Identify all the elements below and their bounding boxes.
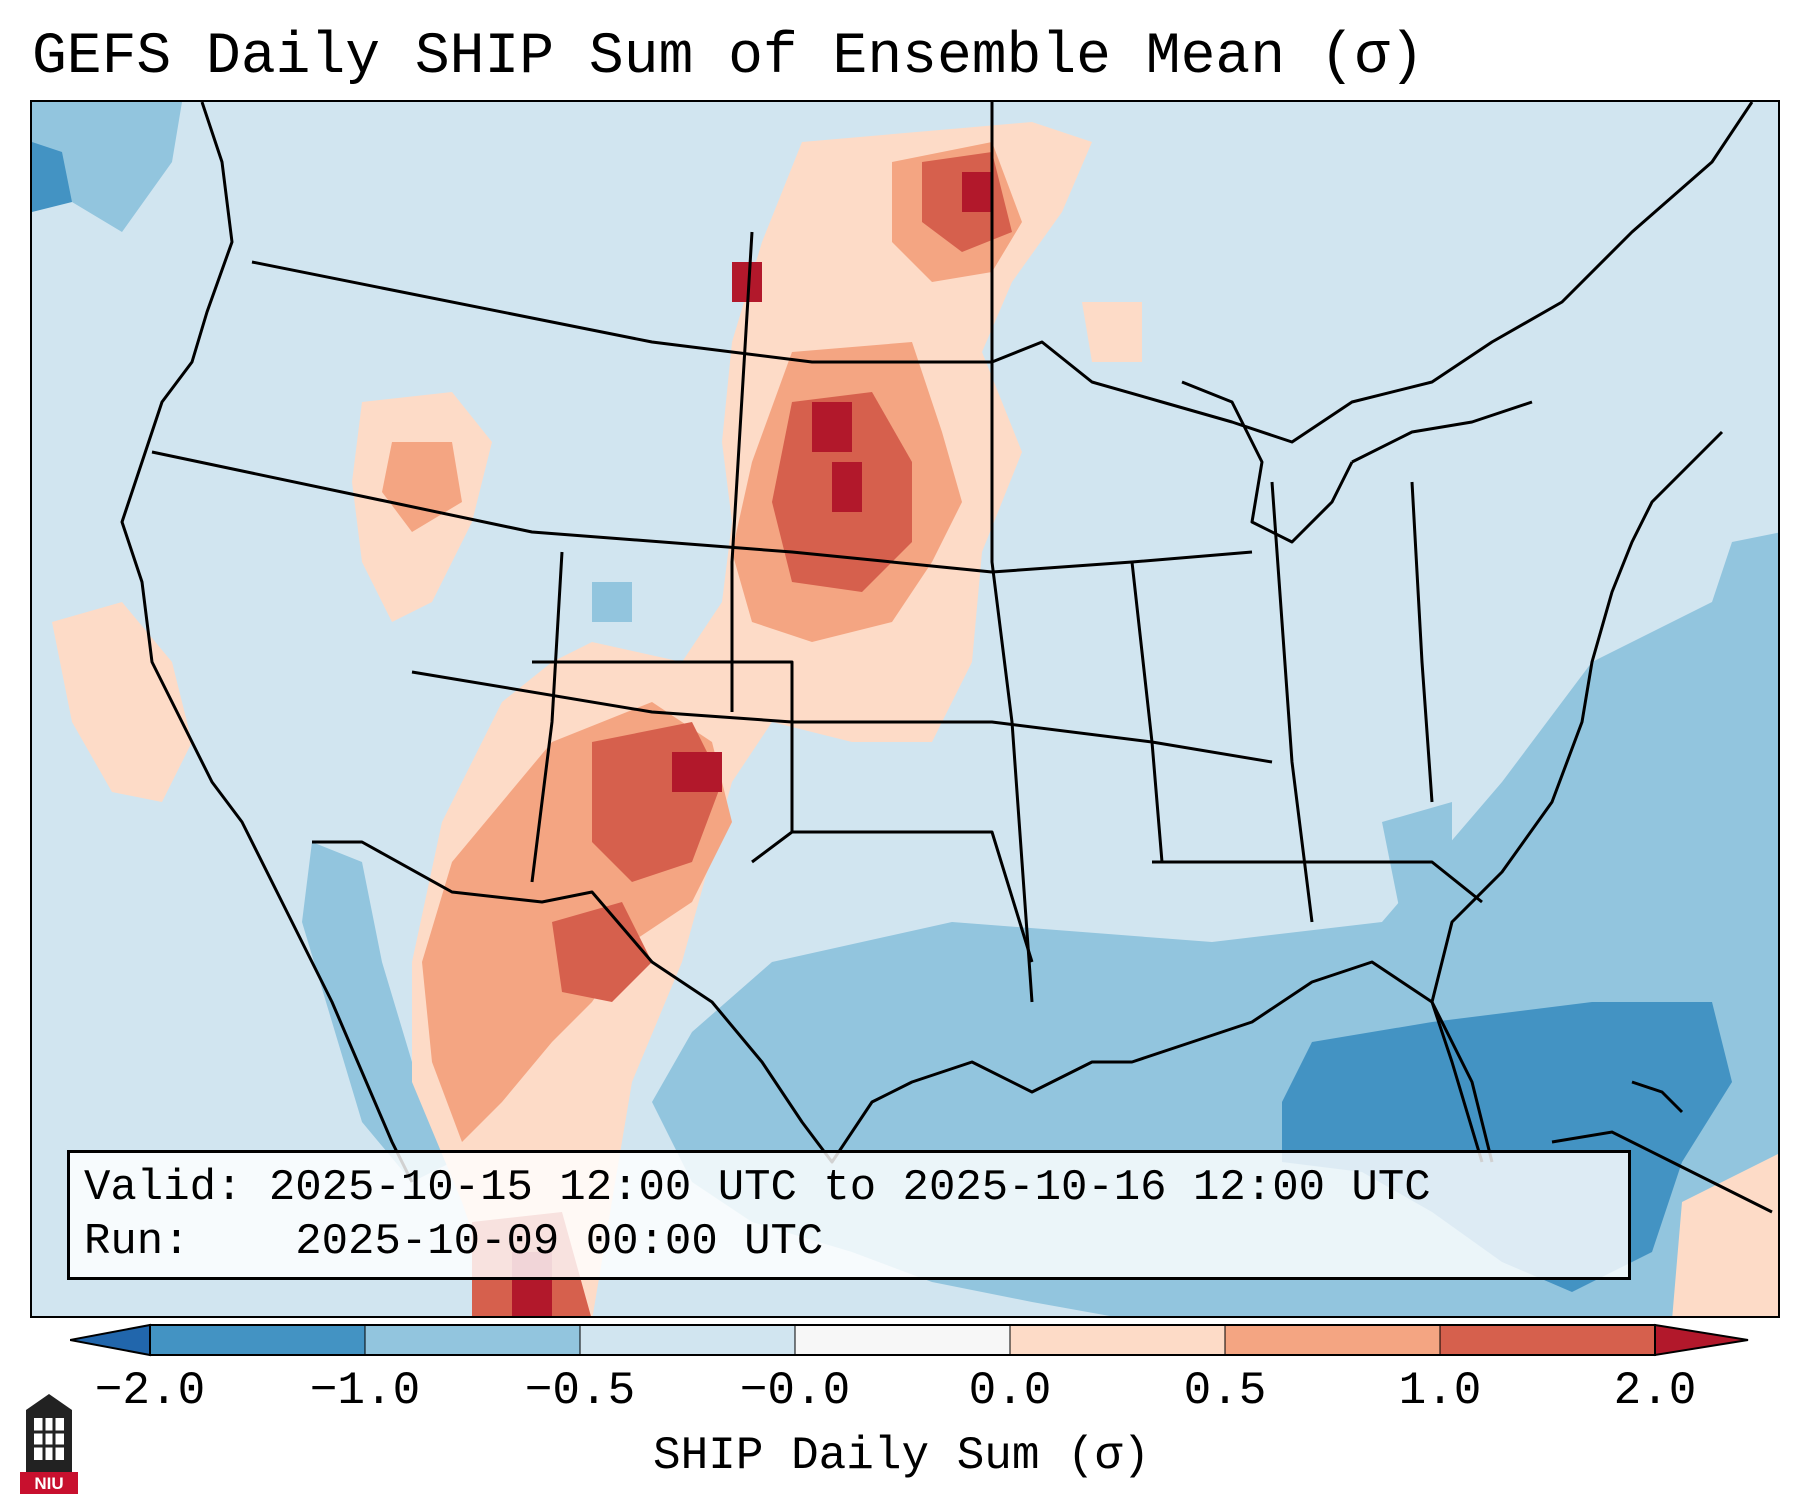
boundary-lines: [120, 102, 1754, 1183]
colorbar-segment: [364, 1324, 581, 1356]
great-lakes-shore: [1181, 380, 1354, 544]
lake-ontario-shore: [1351, 400, 1533, 464]
pacific-coastline: [120, 102, 414, 1183]
colorbar-segment: [1224, 1324, 1441, 1356]
cuba-outline: [1551, 1130, 1773, 1214]
colorbar: [70, 1323, 1749, 1357]
colorbar-tick-label: 1.0: [1398, 1365, 1482, 1417]
colorbar-tick-label: −1.0: [309, 1365, 421, 1417]
state-line-ohio: [1270, 481, 1314, 923]
state-line-oklahoma: [792, 830, 1034, 963]
colorbar-segment: [1009, 1324, 1226, 1356]
state-line-mid: [411, 670, 1273, 764]
map-panel: [30, 100, 1780, 1318]
university-tower-icon: NIU: [20, 1394, 78, 1494]
colorbar-tick-label: −2.0: [94, 1365, 206, 1417]
colorbar-tick-label: −0.5: [524, 1365, 636, 1417]
atlantic-coastline: [1430, 430, 1724, 1163]
canada-border: [251, 102, 1754, 444]
gulf-border-coast: [312, 840, 1494, 1164]
colorbar-segment: [794, 1324, 1011, 1356]
run-label: Run:: [84, 1217, 190, 1267]
colorbar-tick-label: −0.0: [739, 1365, 851, 1417]
valid-row: Valid: 2025-10-15 12:00 UTC to 2025-10-1…: [84, 1161, 1614, 1215]
pos-max-3: [832, 462, 862, 512]
state-line-north: [151, 450, 1253, 574]
pos-max-2: [812, 402, 852, 452]
state-line-colorado: [532, 660, 794, 864]
valid-label: Valid:: [84, 1163, 243, 1213]
colorbar-segment: [149, 1324, 366, 1356]
strong-neg-corner: [32, 142, 72, 212]
run-value: 2025-10-09 00:00 UTC: [295, 1217, 824, 1267]
state-line-minnesota: [990, 102, 1034, 1003]
pos-light-california: [52, 602, 192, 802]
pos-mid-idaho: [382, 442, 462, 532]
pos-light-caribbean: [1672, 1154, 1778, 1316]
ship-field-map: [32, 102, 1778, 1316]
colorbar-extend-low: [70, 1323, 151, 1357]
colorbar-segment: [1439, 1324, 1656, 1356]
state-line-utah-az: [530, 551, 564, 883]
pos-max-5: [732, 262, 762, 302]
state-line-appalachian: [1410, 481, 1434, 803]
pos-strong-texas-west: [552, 902, 652, 1002]
state-line-missouri: [1130, 561, 1164, 863]
colorbar-tick-label: 0.5: [1183, 1365, 1267, 1417]
map-title: GEFS Daily SHIP Sum of Ensemble Mean (σ): [32, 25, 1425, 90]
pos-max-4: [672, 752, 722, 792]
neg-region-baja: [302, 842, 452, 1182]
colorbar-extend-high: [1654, 1323, 1749, 1357]
island-outlines: [1551, 1080, 1773, 1214]
run-row: Run: 2025-10-09 00:00 UTC: [84, 1215, 1614, 1269]
pos-light-superior: [1082, 302, 1142, 362]
state-line-southeast: [1152, 860, 1483, 904]
colorbar-tick-label: 0.0: [968, 1365, 1052, 1417]
colorbar-segment: [579, 1324, 796, 1356]
logo-text: NIU: [34, 1474, 63, 1493]
neg-region-colorado-spot: [592, 582, 632, 622]
pos-max-1: [962, 172, 992, 212]
bahamas-outline: [1631, 1080, 1684, 1114]
valid-run-info-box: Valid: 2025-10-15 12:00 UTC to 2025-10-1…: [67, 1150, 1631, 1280]
colorbar-outline: [149, 1324, 1656, 1356]
colorbar-title: SHIP Daily Sum (σ): [653, 1430, 1150, 1482]
valid-value: 2025-10-15 12:00 UTC to 2025-10-16 12:00…: [268, 1163, 1431, 1213]
colorbar-tick-label: 2.0: [1613, 1365, 1697, 1417]
positive-max-layer: [512, 172, 992, 1316]
